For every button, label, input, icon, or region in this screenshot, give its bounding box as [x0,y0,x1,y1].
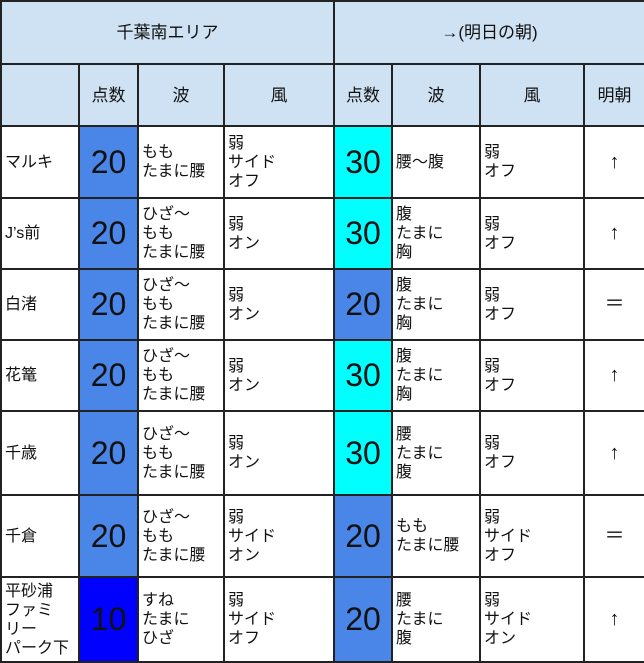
wind-tomorrow-cell: 弱オフ [479,125,585,199]
wind-cell: 弱サイド オン [223,494,335,578]
wave-tomorrow-cell: 腰〜腹 [391,125,481,199]
wind-cell: 弱オン [223,197,335,270]
area-title: 千葉南エリア [0,0,335,65]
table-row: 千倉 20 ひざ〜 もも たまに腰弱サイド オン 20 もも たまに腰弱サイド オフ＝ [0,494,644,578]
spot-name: J’s前 [0,197,80,270]
table-row: J’s前 20 ひざ〜 もも たまに腰弱オン 30 腹たまに胸弱オフ ↑ [0,197,644,270]
score-cell: 20 [78,494,139,578]
wave-tomorrow-cell: もも たまに腰 [391,494,481,578]
wind-tomorrow-cell: 弱オフ [479,410,585,496]
score-cell: 10 [78,576,139,663]
trend-cell: ↑ [582,410,644,496]
spot-name: 千倉 [0,494,80,578]
wind-tomorrow-cell: 弱オフ [479,268,585,341]
wind-cell: 弱サイド オフ [223,576,335,663]
score-cell: 20 [78,339,139,412]
wave-cell: ひざ〜 もも たまに腰 [137,268,225,341]
wind-cell: 弱オン [223,410,335,496]
wave-cell: ひざ〜 もも たまに腰 [137,410,225,496]
table-row: 平砂浦 ファミ リー パーク下 10 すね たまに ひざ弱サイド オフ 20 腰たまに腹弱サイド オン… [0,576,644,663]
wave-cell: もも たまに腰 [137,125,225,199]
spot-name: 白渚 [0,268,80,341]
spot-name: 平砂浦 ファミ リー パーク下 [0,576,80,663]
spot-name: 千歳 [0,410,80,496]
wind-cell: 弱オン [223,268,335,341]
wind-tomorrow-cell: 弱サイド オン [479,576,585,663]
header-wave: 波 [137,63,225,127]
wind-tomorrow-cell: 弱オフ [479,197,585,270]
header-wave-tomorrow: 波 [391,63,481,127]
table-row: マルキ 20 もも たまに腰弱サイド オフ 30 腰〜腹弱オフ ↑ [0,125,644,199]
trend-cell: ↑ [582,339,644,412]
wave-cell: すね たまに ひざ [137,576,225,663]
score-tomorrow-cell: 30 [333,339,393,412]
score-tomorrow-cell: 30 [333,410,393,496]
wave-tomorrow-cell: 腹たまに胸 [391,339,481,412]
wind-cell: 弱オン [223,339,335,412]
trend-cell: ↑ [582,125,644,199]
header-spot [0,63,80,127]
score-tomorrow-cell: 30 [333,125,393,199]
wave-cell: ひざ〜 もも たまに腰 [137,197,225,270]
spot-name: 花篭 [0,339,80,412]
header-trend: 明朝 [582,63,644,127]
wind-cell: 弱サイド オフ [223,125,335,199]
score-cell: 20 [78,410,139,496]
spot-name: マルキ [0,125,80,199]
trend-cell: ＝ [582,268,644,341]
score-cell: 20 [78,268,139,341]
forecast-title: →(明日の朝) [332,0,644,65]
wave-tomorrow-cell: 腹たまに胸 [391,197,481,270]
score-cell: 20 [78,197,139,270]
score-tomorrow-cell: 20 [333,576,393,663]
wave-cell: ひざ〜 もも たまに腰 [137,339,225,412]
trend-cell: ＝ [582,494,644,578]
score-tomorrow-cell: 20 [333,494,393,578]
table-row: 千歳 20 ひざ〜 もも たまに腰弱オン 30 腰たまに腹弱オフ ↑ [0,410,644,496]
wind-tomorrow-cell: 弱サイド オフ [479,494,585,578]
trend-cell: ↑ [582,197,644,270]
wave-tomorrow-cell: 腰たまに腹 [391,410,481,496]
header-score: 点数 [78,63,139,127]
wave-tomorrow-cell: 腹たまに胸 [391,268,481,341]
trend-cell: ↑ [582,576,644,663]
header-wind: 風 [223,63,335,127]
header-score-tomorrow: 点数 [333,63,393,127]
wave-cell: ひざ〜 もも たまに腰 [137,494,225,578]
table-row: 白渚 20 ひざ〜 もも たまに腰弱オン 20 腹たまに胸弱オフ＝ [0,268,644,341]
header-wind-tomorrow: 風 [479,63,585,127]
score-cell: 20 [78,125,139,199]
wind-tomorrow-cell: 弱オフ [479,339,585,412]
score-tomorrow-cell: 30 [333,197,393,270]
score-tomorrow-cell: 20 [333,268,393,341]
wave-tomorrow-cell: 腰たまに腹 [391,576,481,663]
table-row: 花篭 20 ひざ〜 もも たまに腰弱オン 30 腹たまに胸弱オフ ↑ [0,339,644,412]
